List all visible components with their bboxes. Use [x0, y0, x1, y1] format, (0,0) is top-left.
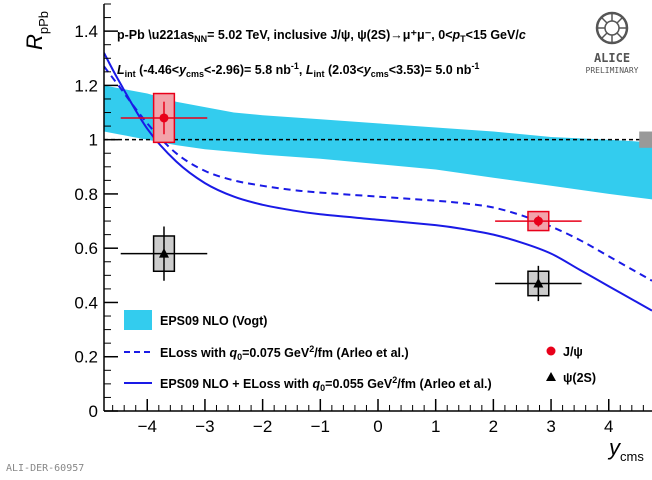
y-axis-label: RpPb [22, 11, 51, 50]
global-uncertainty-box [639, 131, 652, 148]
alice-logo-text: ALICE [594, 51, 630, 65]
alice-logo-subtext: PRELIMINARY [586, 66, 639, 75]
eloss-dashed-curve [104, 65, 652, 282]
y-tick-label: 1.4 [74, 22, 98, 41]
psi2s-marker [158, 248, 169, 258]
header-line-2: Lint (-4.46<ycms<-2.96)= 5.8 nb-1, Lint … [117, 61, 479, 79]
legend-psi2s-label: ψ(2S) [563, 371, 596, 385]
x-tick-label: 4 [604, 417, 613, 436]
psi2s-point-1 [495, 265, 582, 302]
legend-band-label: EPS09 NLO (Vogt) [160, 314, 267, 328]
x-tick-label: 0 [373, 417, 382, 436]
jpsi-point-0 [120, 92, 208, 144]
eps09-eloss-solid-curve [104, 52, 652, 312]
figure-id: ALI-DER-60957 [6, 463, 84, 474]
alice-logo: ALICE PRELIMINARY [586, 11, 639, 75]
legend: EPS09 NLO (Vogt) ELoss with q0=0.075 GeV… [124, 310, 596, 393]
jpsi-marker [159, 113, 169, 123]
legend-solid-label: EPS09 NLO + ELoss with q0=0.055 GeV2/fm … [160, 375, 492, 393]
x-ticks: −4 −3 −2 −1 0 1 2 3 4 [112, 399, 644, 436]
psi2s-marker [533, 277, 544, 288]
legend-dashed-label: ELoss with q0=0.075 GeV2/fm (Arleo et al… [160, 344, 409, 362]
x-tick-label: −1 [311, 417, 330, 436]
x-tick-label: 2 [489, 417, 498, 436]
x-tick-label: 1 [431, 417, 440, 436]
y-tick-label: 0.2 [74, 348, 98, 367]
sqrt-symbol: \u221a [148, 28, 188, 42]
x-tick-label: −4 [138, 417, 157, 436]
jpsi-point-1 [495, 210, 582, 232]
y-ticks: 0 0.2 0.4 0.6 0.8 1 1.2 1.4 [74, 3, 118, 421]
y-tick-label: 0 [89, 402, 98, 421]
y-tick-label: 1.2 [74, 76, 98, 95]
eps09-band [104, 85, 652, 200]
legend-psi2s-marker [546, 372, 556, 381]
psi2s-point-0 [120, 226, 208, 281]
x-axis-label: ycms [607, 435, 644, 464]
y-tick-label: 0.6 [74, 239, 98, 258]
legend-band-swatch [124, 310, 152, 330]
legend-jpsi-label: J/ψ [563, 345, 583, 359]
y-tick-label: 0.8 [74, 185, 98, 204]
y-tick-label: 0.4 [74, 293, 98, 312]
legend-jpsi-marker [546, 346, 556, 356]
header-line-1: p-Pb \u221asNN= 5.02 TeV, inclusive J/ψ,… [117, 28, 526, 44]
x-tick-label: 3 [546, 417, 555, 436]
jpsi-marker [533, 216, 543, 226]
data-points [120, 92, 582, 302]
y-tick-label: 1 [89, 131, 98, 150]
x-tick-label: −3 [195, 417, 214, 436]
x-tick-label: −2 [253, 417, 272, 436]
